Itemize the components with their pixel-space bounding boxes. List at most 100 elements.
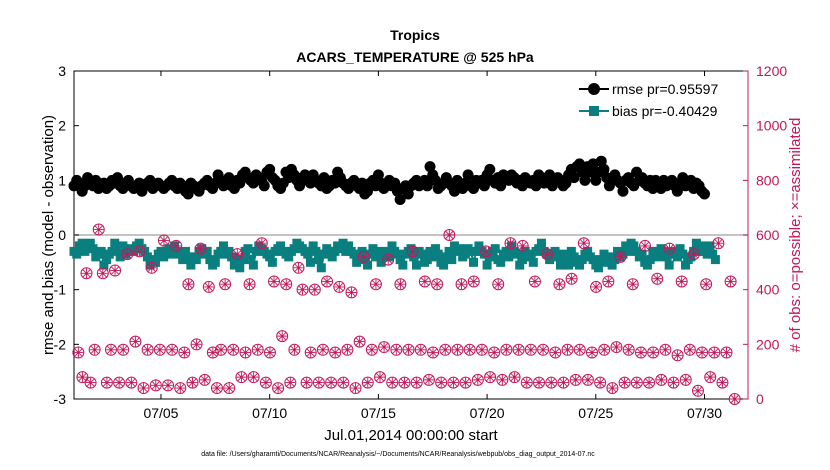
possible-obs-point [198,373,211,386]
bias-point [96,246,106,256]
data-file-footnote: data file: /Users/gharamti/Documents/NCA… [201,451,595,458]
possible-obs-point [235,371,248,384]
bias-point [564,260,574,270]
assimilated-obs-point [644,377,655,388]
possible-obs-point [174,382,187,395]
right-tick-label: 200 [756,336,780,352]
bias-point [371,252,381,262]
assimilated-obs-point [493,279,504,290]
bias-point [558,249,568,259]
assimilated-obs-point [623,344,634,355]
bias-point [289,244,299,254]
bias-point [183,252,193,262]
bias-point [555,260,565,270]
bias-point [308,241,318,251]
assimilated-obs-point [631,377,642,388]
possible-obs-point [447,376,460,389]
possible-obs-point [643,376,656,389]
possible-obs-point [471,373,484,386]
possible-obs-point [125,376,138,389]
possible-obs-point [606,382,619,395]
possible-obs-point [443,229,456,241]
possible-obs-point [439,343,452,356]
right-tick-label: 0 [756,391,764,407]
assimilated-obs-point [220,279,231,290]
assimilated-obs-point [452,344,463,355]
possible-obs-point [590,280,603,293]
assimilated-obs-point [603,276,614,287]
assimilated-obs-point [167,344,178,355]
assimilated-obs-point [562,344,573,355]
assimilated-obs-point [485,372,496,383]
legend-rmse-label: rmse pr=0.95597 [612,81,718,97]
assimilated-obs-point [505,238,516,249]
assimilated-obs-point [138,383,149,394]
assimilated-obs-point [211,383,222,394]
possible-obs-point [435,376,448,389]
bias-point [216,246,226,256]
bias-point [284,252,294,262]
possible-obs-point [537,343,550,356]
bias-point [88,244,98,254]
assimilated-obs-point [77,372,88,383]
possible-obs-point [219,278,232,291]
right-tick-label: 600 [756,227,780,243]
possible-obs-point [202,280,215,293]
assimilated-obs-point [468,276,479,287]
bias-point [316,263,326,273]
assimilated-obs-point [444,230,455,240]
bias-point [610,255,620,265]
x-axis-label: Jul.01,2014 00:00:00 start [324,427,498,444]
possible-obs-point [247,371,260,384]
possible-obs-point [410,376,423,389]
bias-point [512,249,522,259]
rmse-point [394,193,406,205]
possible-obs-point [129,335,142,348]
assimilated-obs-point [558,377,569,388]
possible-obs-point [357,250,370,263]
bias-point [504,252,514,262]
assimilated-obs-point [713,238,724,249]
assimilated-obs-point [525,344,536,355]
possible-obs-point [251,343,264,356]
rmse-point [421,180,433,192]
possible-obs-point [651,272,664,285]
possible-obs-point [333,280,346,293]
bias-point [243,244,253,254]
possible-obs-point [296,283,309,296]
possible-obs-point [716,376,729,389]
rmse-point [462,169,474,181]
bias-point [534,244,544,254]
possible-obs-point [316,343,329,356]
assimilated-obs-point [672,350,683,361]
bias-point [550,246,560,256]
assimilated-obs-point [146,262,157,273]
bias-point [439,260,449,270]
bias-point [341,246,351,256]
bias-point [85,238,95,248]
assimilated-obs-point [403,344,414,355]
left-tick-label: 1 [58,172,66,188]
possible-obs-point [610,341,623,354]
assimilated-obs-point [277,331,288,342]
possible-obs-point [720,346,733,359]
assimilated-obs-point [680,374,691,385]
bias-point [227,252,237,262]
bias-point [553,252,563,262]
assimilated-obs-point [81,268,92,279]
possible-obs-point [292,261,305,274]
bias-point [363,260,373,270]
possible-obs-point [149,379,162,392]
assimilated-obs-point [313,377,324,388]
y-axis-label: rmse and bias (model - observation) [40,115,57,355]
bias-point [449,241,459,251]
rmse-point [484,163,496,175]
assimilated-obs-point [660,344,671,355]
assimilated-obs-point [346,287,357,298]
possible-obs-point [325,376,338,389]
assimilated-obs-point [342,344,353,355]
assimilated-obs-point [293,262,304,273]
bias-point [417,249,427,259]
possible-obs-point [602,275,615,288]
